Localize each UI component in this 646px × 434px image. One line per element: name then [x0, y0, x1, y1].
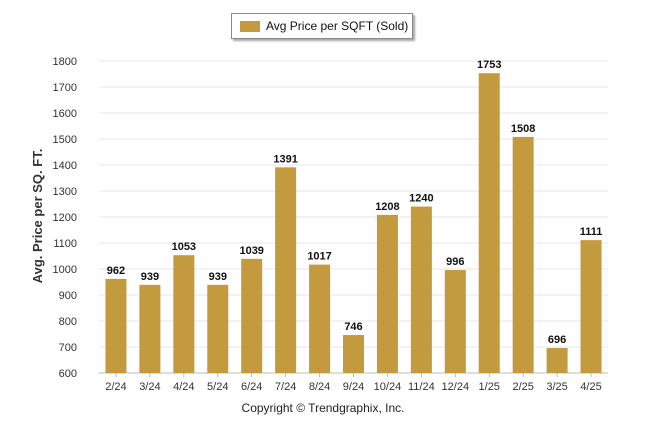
y-tick-label: 1700	[53, 82, 77, 94]
data-label: 746	[344, 321, 362, 333]
legend: Avg Price per SQFT (Sold)	[231, 13, 413, 39]
bar	[512, 136, 534, 373]
x-tick-label: 2/24	[105, 381, 126, 393]
copyright-footer: Copyright © Trendgraphix, Inc.	[241, 401, 405, 415]
x-tick-label: 6/24	[241, 381, 262, 393]
bar	[478, 73, 500, 373]
y-axis-title: Avg. Price per SQ. FT.	[30, 149, 45, 284]
bar	[546, 348, 568, 373]
data-label: 1053	[172, 241, 196, 253]
x-tick-label: 8/24	[309, 381, 330, 393]
data-label: 1208	[375, 201, 399, 213]
y-tick-label: 1000	[53, 264, 77, 276]
data-label: 996	[446, 256, 464, 268]
data-label: 1753	[477, 59, 501, 71]
x-tick-label: 12/24	[442, 381, 470, 393]
data-label: 939	[209, 271, 227, 283]
legend-label: Avg Price per SQFT (Sold)	[266, 19, 409, 33]
legend-swatch	[240, 20, 260, 32]
data-label: 962	[107, 265, 125, 277]
x-tick-label: 4/25	[580, 381, 601, 393]
x-tick-label: 2/25	[512, 381, 533, 393]
x-tick-label: 3/24	[139, 381, 160, 393]
x-tick-label: 4/24	[173, 381, 194, 393]
bar	[376, 214, 398, 373]
bar	[410, 206, 432, 373]
x-tick-label: 5/24	[207, 381, 228, 393]
y-tick-label: 1200	[53, 212, 77, 224]
axes: 600 700 800 900 1000 1100 1200 1300 1400 1500 1600…	[53, 56, 608, 393]
data-label: 1391	[273, 153, 297, 165]
y-tick-label: 700	[59, 342, 77, 354]
bar	[309, 264, 331, 373]
x-tick-label: 9/24	[343, 381, 364, 393]
y-tick-label: 1400	[53, 160, 77, 172]
bar	[139, 284, 161, 373]
y-tick-label: 600	[59, 368, 77, 380]
bars	[105, 73, 602, 373]
bar	[580, 240, 602, 373]
bar	[173, 255, 195, 373]
y-tick-label: 1100	[53, 238, 77, 250]
bar	[275, 167, 297, 373]
data-label: 939	[141, 271, 159, 283]
y-tick-label: 1500	[53, 134, 77, 146]
data-label: 1111	[580, 226, 603, 238]
y-tick-label: 1800	[53, 56, 77, 68]
x-tick-label: 11/24	[408, 381, 435, 393]
bar	[105, 278, 127, 373]
x-tick-label: 7/24	[275, 381, 296, 393]
data-label: 1017	[307, 251, 331, 263]
bar	[444, 270, 466, 373]
data-label: 1508	[511, 123, 535, 135]
bar	[241, 258, 263, 373]
x-tick-label: 1/25	[479, 381, 500, 393]
data-label: 1240	[409, 193, 433, 205]
x-tick-label: 10/24	[374, 381, 402, 393]
y-tick-label: 1300	[53, 186, 77, 198]
data-labels: 962 939 1053 939 1039 1391 1017 746 1208 1240 996 1…	[107, 59, 603, 346]
bar	[207, 284, 229, 373]
x-tick-label: 3/25	[546, 381, 567, 393]
data-label: 1039	[239, 245, 263, 257]
data-label: 696	[548, 334, 566, 346]
y-tick-label: 900	[59, 290, 77, 302]
y-tick-label: 800	[59, 316, 77, 328]
bar	[343, 335, 364, 373]
y-tick-label: 1600	[53, 108, 77, 120]
